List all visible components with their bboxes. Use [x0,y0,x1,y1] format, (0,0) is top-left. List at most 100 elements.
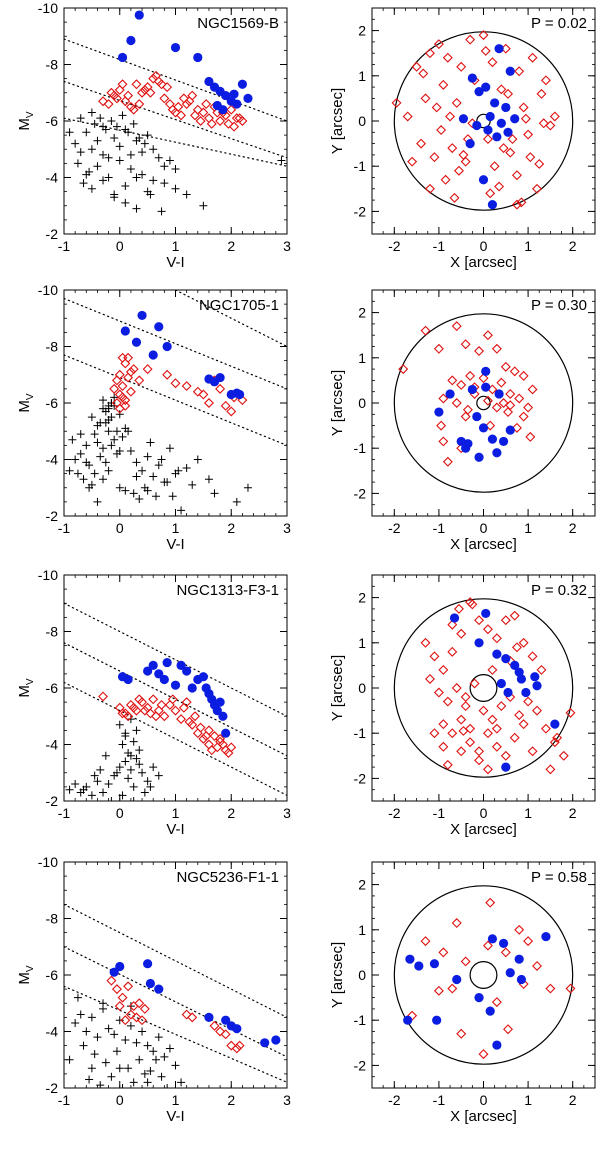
y-tick-label: -2 [46,1080,59,1096]
red-diamond-point [215,383,226,394]
red-diamond-point [482,395,493,406]
blue-cluster-point [271,1035,281,1045]
red-diamond-point [128,364,139,375]
black-star-point [115,763,124,772]
black-star-point [135,495,144,504]
y-tick-label: 2 [358,305,366,321]
black-star-point [104,1024,113,1033]
red-diamond-point [511,170,522,181]
black-star-point [140,139,149,148]
black-star-point [129,782,138,791]
black-star-point [107,441,116,450]
red-diamond-point [98,691,109,702]
aperture-circle [393,885,574,1065]
y-axis-label-sub: V [25,111,36,118]
black-star-point [115,142,124,151]
red-diamond-point [545,764,556,775]
red-diamond-point [487,664,498,675]
red-diamond-point [134,99,145,110]
blue-cluster-point [498,938,509,948]
red-diamond-point [198,389,209,400]
red-diamond-point [203,113,214,124]
red-diamond-point [478,705,489,716]
black-star-point [87,184,96,193]
red-diamond-point [469,678,480,689]
black-star-point [129,119,138,128]
red-diamond-point [438,393,449,404]
black-star-point [121,181,130,190]
black-star-point [132,726,141,735]
red-diamond-point [151,711,161,722]
red-diamond-point [103,99,114,110]
red-diamond-point [128,702,139,713]
blue-cluster-point [204,1012,214,1022]
red-diamond-point [215,1026,226,1037]
black-star-point [154,153,163,162]
plot-area [393,597,576,778]
black-star-point [174,466,183,475]
blue-clusters [403,931,551,1050]
black-star-point [154,1033,163,1042]
black-star-point [182,463,191,472]
red-diamond-point [184,96,195,107]
red-diamond-point [456,379,467,390]
blue-clusters [458,44,520,210]
spatial-panel-1: -2 -1 0 1 2 -2 -1 0 1 2 X [arcsec] Y [arcsec] P = 0.… [329,7,596,271]
red-diamond-point [503,88,514,99]
black-star-point [118,432,127,441]
y-tick-label: -4 [46,737,59,753]
black-star-point [129,1078,138,1087]
blue-clusters [109,959,281,1048]
red-diamond-point [491,633,502,644]
red-diamond-point [491,741,502,752]
red-diamond-point [120,400,131,411]
y-tick-label: -4 [46,170,59,186]
red-diamond-point [217,739,228,750]
red-diamond-point [496,84,507,95]
black-star-point [126,765,135,774]
red-candidates [98,691,237,758]
x-tick-label: 2 [569,520,577,536]
blue-cluster-point [481,382,491,392]
blue-cluster-point [481,608,491,619]
x-axis-label: V-I [166,254,184,271]
red-diamond-point [545,983,556,994]
panel-title: NGC5236-F1-1 [176,869,279,886]
black-star-point [149,176,158,185]
blue-cluster-point [496,118,506,128]
black-star-point [140,1069,149,1078]
red-diamond-point [460,156,471,167]
red-diamond-point [532,960,542,971]
red-diamond-point [460,411,471,422]
blue-cluster-point [176,660,186,671]
red-diamond-point [485,420,496,431]
black-star-point [138,170,147,179]
red-diamond-point [226,1040,237,1051]
y-tick-label: -8 [46,624,59,640]
black-star-point [151,492,160,501]
blue-cluster-point [516,974,527,985]
red-diamond-point [402,111,413,122]
black-star-point [115,720,124,729]
black-star-point [193,455,202,464]
red-diamond-point [487,57,498,68]
red-diamond-point [456,714,467,725]
black-star-point [143,486,152,495]
red-diamond-point [442,52,453,63]
x-axis-label: X [arcsec] [450,536,517,553]
red-diamond-point [496,377,507,388]
red-diamond-point [137,697,148,708]
blue-cluster-point [487,200,498,210]
black-star-point [154,771,163,780]
black-star-point [96,765,105,774]
red-diamond-point [511,199,522,210]
isochrone-middle [64,946,287,1058]
red-diamond-point [514,66,525,77]
red-diamond-point [145,87,156,98]
red-diamond-point [514,393,525,404]
red-diamond-point [117,79,128,90]
red-diamond-point [451,918,462,928]
red-diamond-point [518,719,529,730]
red-diamond-point [117,992,128,1003]
black-star-point [104,153,113,162]
